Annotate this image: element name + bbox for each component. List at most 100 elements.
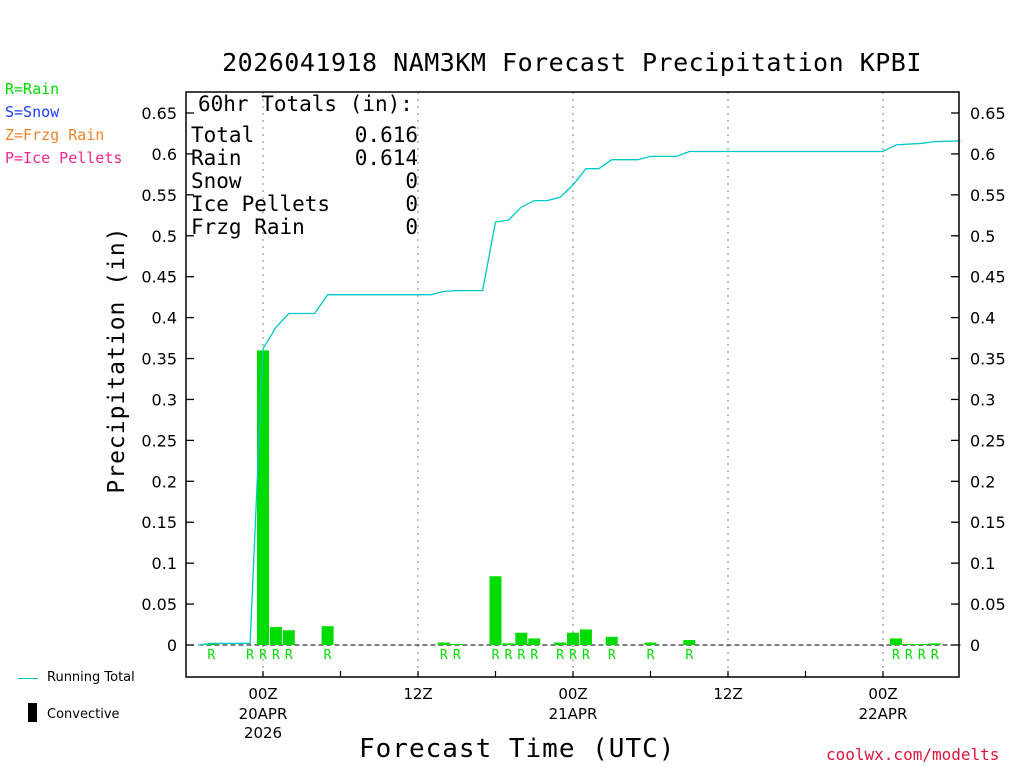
type-key-ice-pellets: P=Ice Pellets	[5, 149, 123, 167]
y-tick-label-left-11: 0.55	[141, 186, 177, 205]
precip-bar-12	[567, 632, 579, 645]
y-tick-label-right-7: 0.35	[970, 350, 1006, 369]
y-tick-label-right-9: 0.45	[970, 268, 1006, 287]
precip-bar-16	[683, 640, 696, 645]
type-key-rain: R=Rain	[5, 80, 60, 98]
x-tick-sublabel-2-0: 21APR	[549, 705, 598, 723]
totals-label-snow: Snow	[191, 169, 242, 193]
precip-bar-9	[515, 632, 528, 645]
y-tick-label-right-12: 0.6	[970, 145, 995, 164]
y-tick-label-left-2: 0.1	[152, 554, 177, 573]
precip-type-marker-11: R	[530, 648, 538, 663]
y-tick-label-right-4: 0.2	[970, 472, 995, 491]
y-tick-label-right-8: 0.4	[970, 309, 995, 328]
x-tick-label-2: 00Z	[558, 685, 587, 703]
y-tick-label-left-1: 0.05	[141, 595, 177, 614]
type-key-frzg-rain: Z=Frzg Rain	[5, 126, 105, 144]
precip-bar-18	[902, 644, 915, 645]
x-tick-label-3: 12Z	[713, 685, 742, 703]
totals-value-rain: 0.614	[354, 146, 418, 170]
legend-convective-swatch	[28, 703, 37, 722]
y-tick-label-left-0: 0	[167, 636, 177, 655]
precip-bar-10	[528, 638, 541, 645]
chart-grid	[198, 92, 961, 677]
x-tick-label-1: 12Z	[403, 685, 432, 703]
y-tick-label-right-10: 0.5	[970, 227, 995, 246]
precip-bar-2	[269, 626, 282, 645]
y-tick-label-left-9: 0.45	[141, 268, 177, 287]
chart-title: 2026041918 NAM3KM Forecast Precipitation…	[222, 48, 922, 77]
precip-bar-15	[644, 642, 657, 645]
totals-value-frzg-rain: 0	[405, 215, 418, 239]
precip-type-marker-12: R	[556, 648, 564, 663]
y-tick-label-right-3: 0.15	[970, 513, 1006, 532]
y-tick-label-right-1: 0.05	[970, 595, 1006, 614]
totals-label-frzg-rain: Frzg Rain	[191, 215, 305, 239]
precip-bar-13	[579, 629, 592, 645]
precip-bar-8	[502, 643, 515, 645]
x-axis-label: Forecast Time (UTC)	[359, 734, 676, 764]
precip-type-marker-2: R	[259, 648, 267, 663]
precip-bar-4	[321, 626, 334, 645]
precip-type-marker-4: R	[285, 648, 293, 663]
precip-type-marker-20: R	[918, 648, 926, 663]
x-tick-label-0: 00Z	[248, 685, 277, 703]
legend-convective-label: Convective	[47, 707, 120, 722]
precip-type-marker-0: R	[207, 648, 215, 663]
precip-bar-20	[928, 643, 941, 645]
precip-bar-19	[915, 644, 928, 645]
y-tick-label-left-6: 0.3	[152, 390, 177, 409]
totals-label-rain: Rain	[191, 146, 242, 170]
y-tick-label-right-13: 0.65	[970, 104, 1006, 123]
y-tick-label-right-5: 0.25	[970, 431, 1006, 450]
precip-type-marker-3: R	[272, 648, 280, 663]
precip-bar-17	[889, 638, 902, 645]
running-total-series	[198, 140, 961, 646]
y-tick-label-right-11: 0.55	[970, 186, 1006, 205]
y-tick-label-left-5: 0.25	[141, 431, 177, 450]
precip-type-marker-17: R	[685, 648, 693, 663]
precip-type-marker-5: R	[324, 648, 332, 663]
y-tick-label-left-3: 0.15	[141, 513, 177, 532]
y-axis-right: 0 0.05 0.1 0.15 0.2 0.25 0.3 0.35 0.4 0.45 0.5 0.55…	[951, 104, 1006, 655]
precip-bar-7	[489, 576, 502, 645]
precip-bar-11	[554, 642, 567, 645]
precip-bar-5	[437, 642, 450, 645]
precip-type-marker-21: R	[931, 648, 939, 663]
legend-running-total-label: Running Total	[47, 670, 135, 685]
x-tick-sublabel-4-0: 22APR	[859, 705, 908, 723]
precip-type-marker-19: R	[905, 648, 913, 663]
totals-label-total: Total	[191, 123, 255, 147]
totals-value-ice-pellets: 0	[405, 192, 418, 216]
precip-bar-1	[257, 350, 269, 645]
y-tick-label-right-0: 0	[970, 636, 980, 655]
totals-value-total: 0.616	[354, 123, 418, 147]
precip-bar-14	[605, 636, 618, 645]
y-axis-left: 0 0.05 0.1 0.15 0.2 0.25 0.3 0.35 0.4 0.45 0.5 0.55…	[141, 104, 194, 655]
precip-type-marker-1: R	[246, 648, 254, 663]
precip-type-marker-10: R	[517, 648, 525, 663]
y-tick-label-left-10: 0.5	[152, 227, 177, 246]
precip-type-marker-8: R	[492, 648, 500, 663]
precip-bar-0	[205, 644, 218, 645]
totals-value-snow: 0	[405, 169, 418, 193]
y-tick-label-left-4: 0.2	[152, 472, 177, 491]
running-total-line	[198, 140, 961, 646]
precip-type-marker-13: R	[569, 648, 577, 663]
y-tick-label-right-6: 0.3	[970, 390, 995, 409]
x-tick-label-4: 00Z	[868, 685, 897, 703]
legend-running-total-line	[18, 678, 38, 679]
x-tick-sublabel-0-1: 2026	[244, 724, 282, 742]
totals-label-ice-pellets: Ice Pellets	[191, 192, 331, 216]
precip-type-marker-14: R	[582, 648, 590, 663]
y-tick-label-right-2: 0.1	[970, 554, 995, 573]
y-tick-label-left-8: 0.4	[152, 309, 177, 328]
y-tick-label-left-7: 0.35	[141, 350, 177, 369]
type-key-snow: S=Snow	[5, 103, 60, 121]
precip-type-marker-7: R	[453, 648, 461, 663]
credit-link[interactable]: coolwx.com/modelts	[826, 745, 1000, 764]
precip-bar-3	[282, 630, 295, 645]
